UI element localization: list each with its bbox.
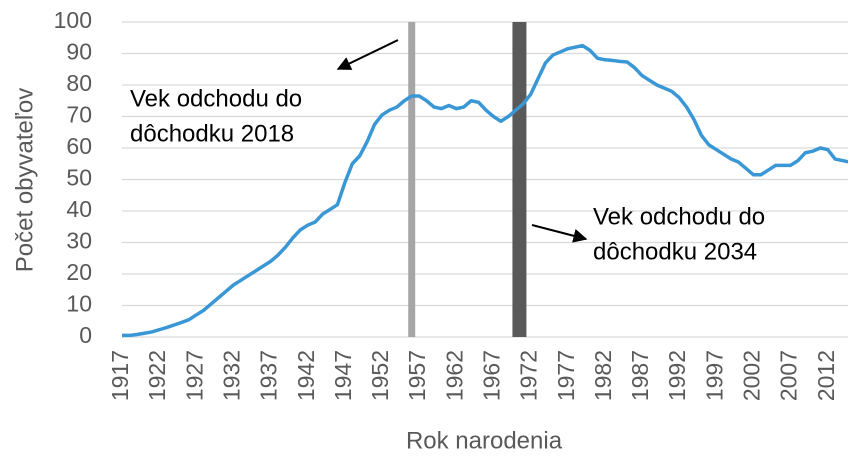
y-tick-label: 40 [66, 196, 92, 222]
y-tick-label: 90 [66, 39, 92, 65]
y-tick-label: 30 [66, 228, 92, 254]
vline [512, 22, 527, 337]
vline [408, 22, 416, 337]
x-tick-label: 2007 [776, 350, 802, 401]
x-tick-label: 2002 [739, 350, 765, 401]
y-tick-label: 10 [66, 291, 92, 317]
x-tick-label: 1922 [144, 350, 170, 401]
grid [122, 21, 848, 338]
y-tick-label: 60 [66, 133, 92, 159]
x-tick-label: 1992 [664, 350, 690, 401]
y-tick-label: 0 [79, 322, 92, 348]
plot [122, 43, 848, 338]
x-axis-title: Rok narodenia [406, 427, 563, 454]
x-tick-label: 1927 [181, 350, 207, 401]
x-tick-label: 1997 [701, 350, 727, 401]
y-axis-title: Počet obyvateľov [11, 88, 38, 272]
annotation: Vek odchodu do [593, 203, 765, 230]
x-tick-label: 1977 [553, 350, 579, 401]
x-tick-label: 2012 [813, 350, 839, 401]
x-tick-label: 1972 [516, 350, 542, 401]
x-tick-label: 1987 [627, 350, 653, 401]
x-tick-label: 1942 [293, 350, 319, 401]
x-tick-label: 1947 [330, 350, 356, 401]
x-tick-label: 1967 [479, 350, 505, 401]
annotation: dôchodku 2034 [593, 238, 757, 265]
y-tick-label: 80 [66, 70, 92, 96]
arrow [336, 39, 399, 70]
y-tick-label: 100 [54, 7, 92, 33]
line-series [122, 43, 848, 338]
x-tick-label: 1952 [367, 350, 393, 401]
annotation: dôchodku 2018 [130, 120, 294, 147]
vlines [408, 22, 527, 337]
annotation: Vek odchodu do [130, 85, 302, 112]
x-tick-label: 1937 [256, 350, 282, 401]
x-tick-label: 1962 [441, 350, 467, 401]
x-tick-label: 1982 [590, 350, 616, 401]
arrow [531, 224, 588, 243]
x-tick-label: 1957 [404, 350, 430, 401]
x-tick-label: 1917 [107, 350, 133, 401]
y-tick-label: 70 [66, 102, 92, 128]
y-tick-label: 50 [66, 165, 92, 191]
y-tick-label: 20 [66, 259, 92, 285]
x-tick-label: 1932 [219, 350, 245, 401]
